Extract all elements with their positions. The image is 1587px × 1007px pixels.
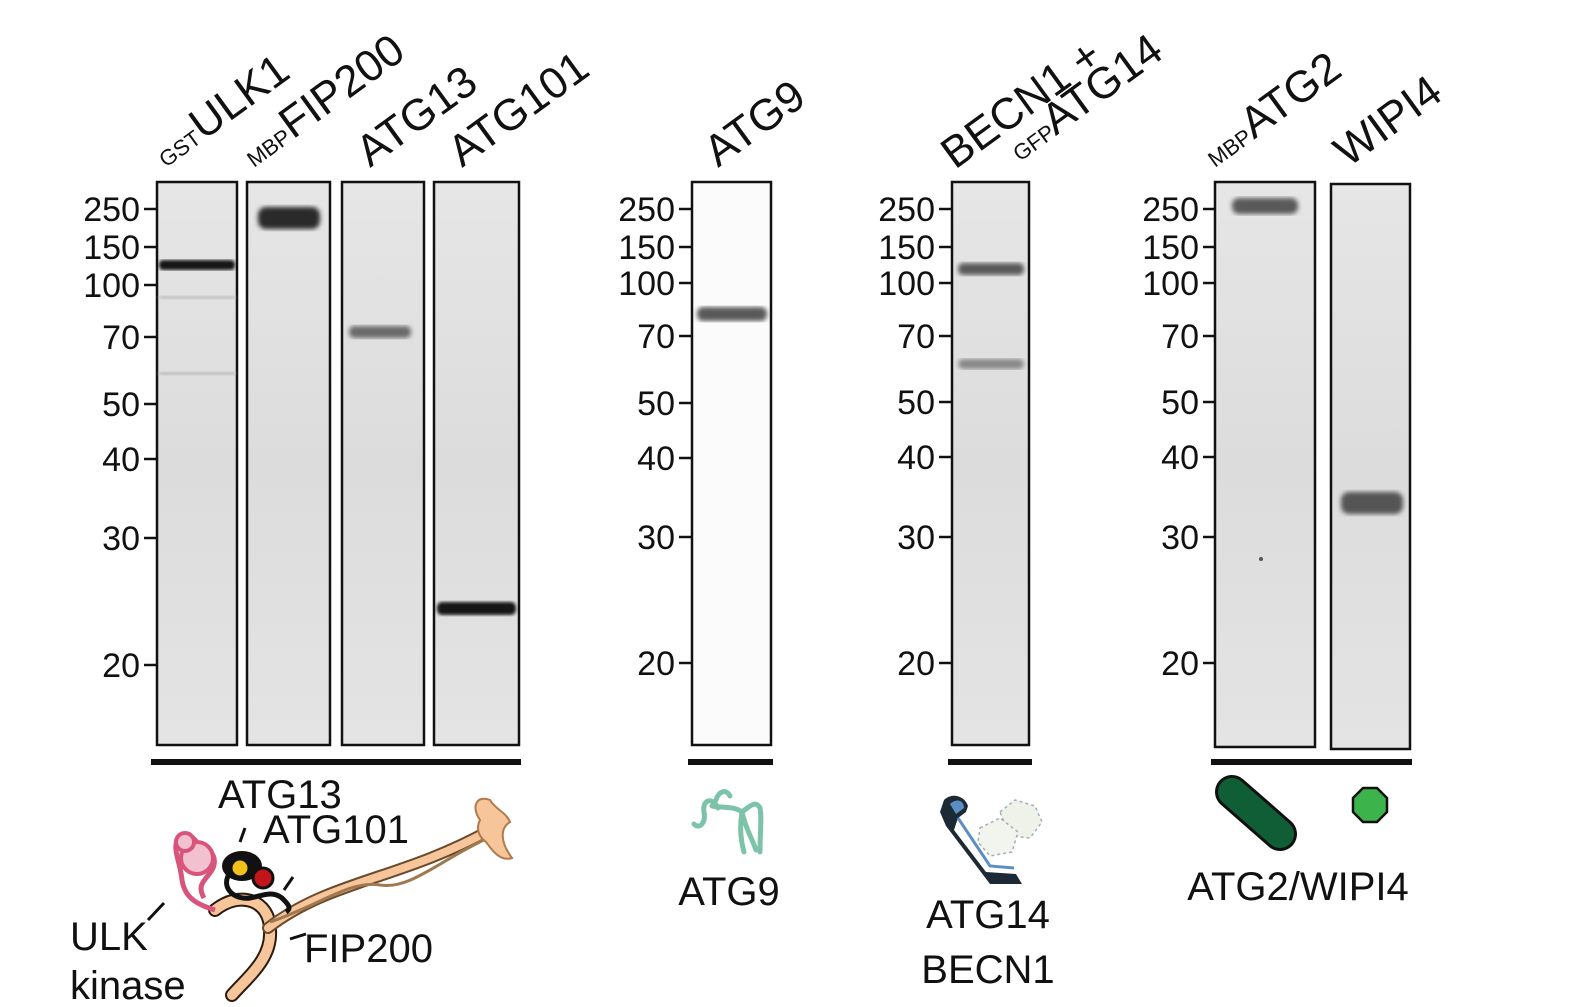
- mw-label: 30: [102, 520, 140, 558]
- protein-band: [958, 359, 1024, 369]
- gel-lane-atg9: [690, 180, 773, 747]
- gel-lane-fip200: [245, 180, 332, 747]
- wipi4-octagon-icon: [1351, 786, 1389, 824]
- lane-label-atg2: MBP ATG2: [1203, 43, 1350, 172]
- svg-text:150: 150: [1142, 229, 1199, 267]
- panel-ulk-complex: 250 150 100 70 50 40 30 20: [70, 25, 598, 1007]
- mw-label: 40: [102, 441, 140, 479]
- mw-label: 150: [83, 229, 140, 267]
- atg9-icon: [691, 789, 764, 855]
- protein-band: [258, 207, 320, 229]
- protein-band: [958, 263, 1024, 275]
- svg-text:50: 50: [637, 385, 675, 423]
- svg-text:40: 40: [637, 440, 675, 478]
- cartoon-label-becn1: BECN1: [921, 948, 1054, 992]
- svg-text:250: 250: [1142, 191, 1199, 229]
- svg-text:150: 150: [618, 229, 675, 267]
- svg-text:40: 40: [1161, 439, 1199, 477]
- ulk-complex-icon: [146, 797, 514, 1002]
- protein-band: [349, 326, 411, 338]
- svg-text:250: 250: [618, 191, 675, 229]
- panel-becn1-atg14: 250 150 100 70 50 40 30 20 BECN1 +: [878, 25, 1171, 992]
- mw-label: 250: [83, 191, 140, 229]
- cartoon-label-atg2-wipi4: ATG2/WIPI4: [1187, 865, 1409, 909]
- mw-label: 100: [83, 267, 140, 305]
- protein-band: [697, 307, 767, 321]
- svg-text:100: 100: [878, 265, 935, 303]
- gel-lane-ulk1: [155, 180, 239, 747]
- svg-text:20: 20: [637, 645, 675, 683]
- svg-text:100: 100: [1142, 265, 1199, 303]
- cartoon-label-fip200: FIP200: [304, 927, 433, 971]
- svg-text:20: 20: [1161, 645, 1199, 683]
- svg-text:150: 150: [878, 229, 935, 267]
- gel-lane-atg2: [1213, 180, 1317, 749]
- svg-text:250: 250: [878, 191, 935, 229]
- mw-label: 20: [102, 647, 140, 685]
- svg-text:70: 70: [637, 318, 675, 356]
- svg-text:30: 30: [1161, 519, 1199, 557]
- cartoon-label-ulk: ULK: [70, 915, 148, 959]
- gel-lane-atg13: [340, 180, 426, 747]
- gel-lane-becn1-atg14: [950, 180, 1031, 747]
- protein-band: [1232, 198, 1298, 214]
- svg-text:70: 70: [897, 318, 935, 356]
- mw-ladder-1: 250 150 100 70 50 40 30 20: [83, 191, 157, 685]
- panel-atg9: 250 150 100 70 50 40 30 20 ATG9: [618, 71, 814, 914]
- gel-lane-wipi4: [1329, 182, 1412, 751]
- protein-band: [159, 260, 235, 270]
- mw-ladder-2: 250 150 100 70 50 40 30 20: [618, 191, 692, 683]
- cartoon-label-atg13: ATG13: [218, 773, 342, 817]
- svg-text:30: 30: [637, 519, 675, 557]
- gel-lane-atg101: [432, 180, 521, 747]
- lane-label-atg9: ATG9: [695, 71, 814, 176]
- mw-label: 70: [102, 319, 140, 357]
- svg-text:40: 40: [897, 439, 935, 477]
- svg-text:100: 100: [618, 265, 675, 303]
- svg-text:70: 70: [1161, 318, 1199, 356]
- svg-text:ATG9: ATG9: [695, 71, 814, 176]
- svg-text:50: 50: [897, 384, 935, 422]
- svg-text:20: 20: [897, 645, 935, 683]
- cartoon-label-atg101: ATG101: [263, 808, 409, 852]
- cartoon-label-atg14: ATG14: [926, 893, 1050, 937]
- cartoon-label-atg9: ATG9: [678, 870, 780, 914]
- mw-ladder-3: 250 150 100 70 50 40 30 20: [878, 191, 952, 683]
- panel-atg2-wipi4: 250 150 100 70 50 40 30 20: [1142, 43, 1451, 909]
- cartoon-label-kinase: kinase: [70, 964, 186, 1007]
- mw-label: 50: [102, 386, 140, 424]
- protein-band: [437, 602, 516, 615]
- svg-text:50: 50: [1161, 384, 1199, 422]
- svg-text:30: 30: [897, 519, 935, 557]
- protein-band: [1341, 492, 1403, 514]
- mw-ladder-4: 250 150 100 70 50 40 30 20: [1142, 191, 1215, 683]
- pi3k-complex-icon: [940, 795, 1043, 884]
